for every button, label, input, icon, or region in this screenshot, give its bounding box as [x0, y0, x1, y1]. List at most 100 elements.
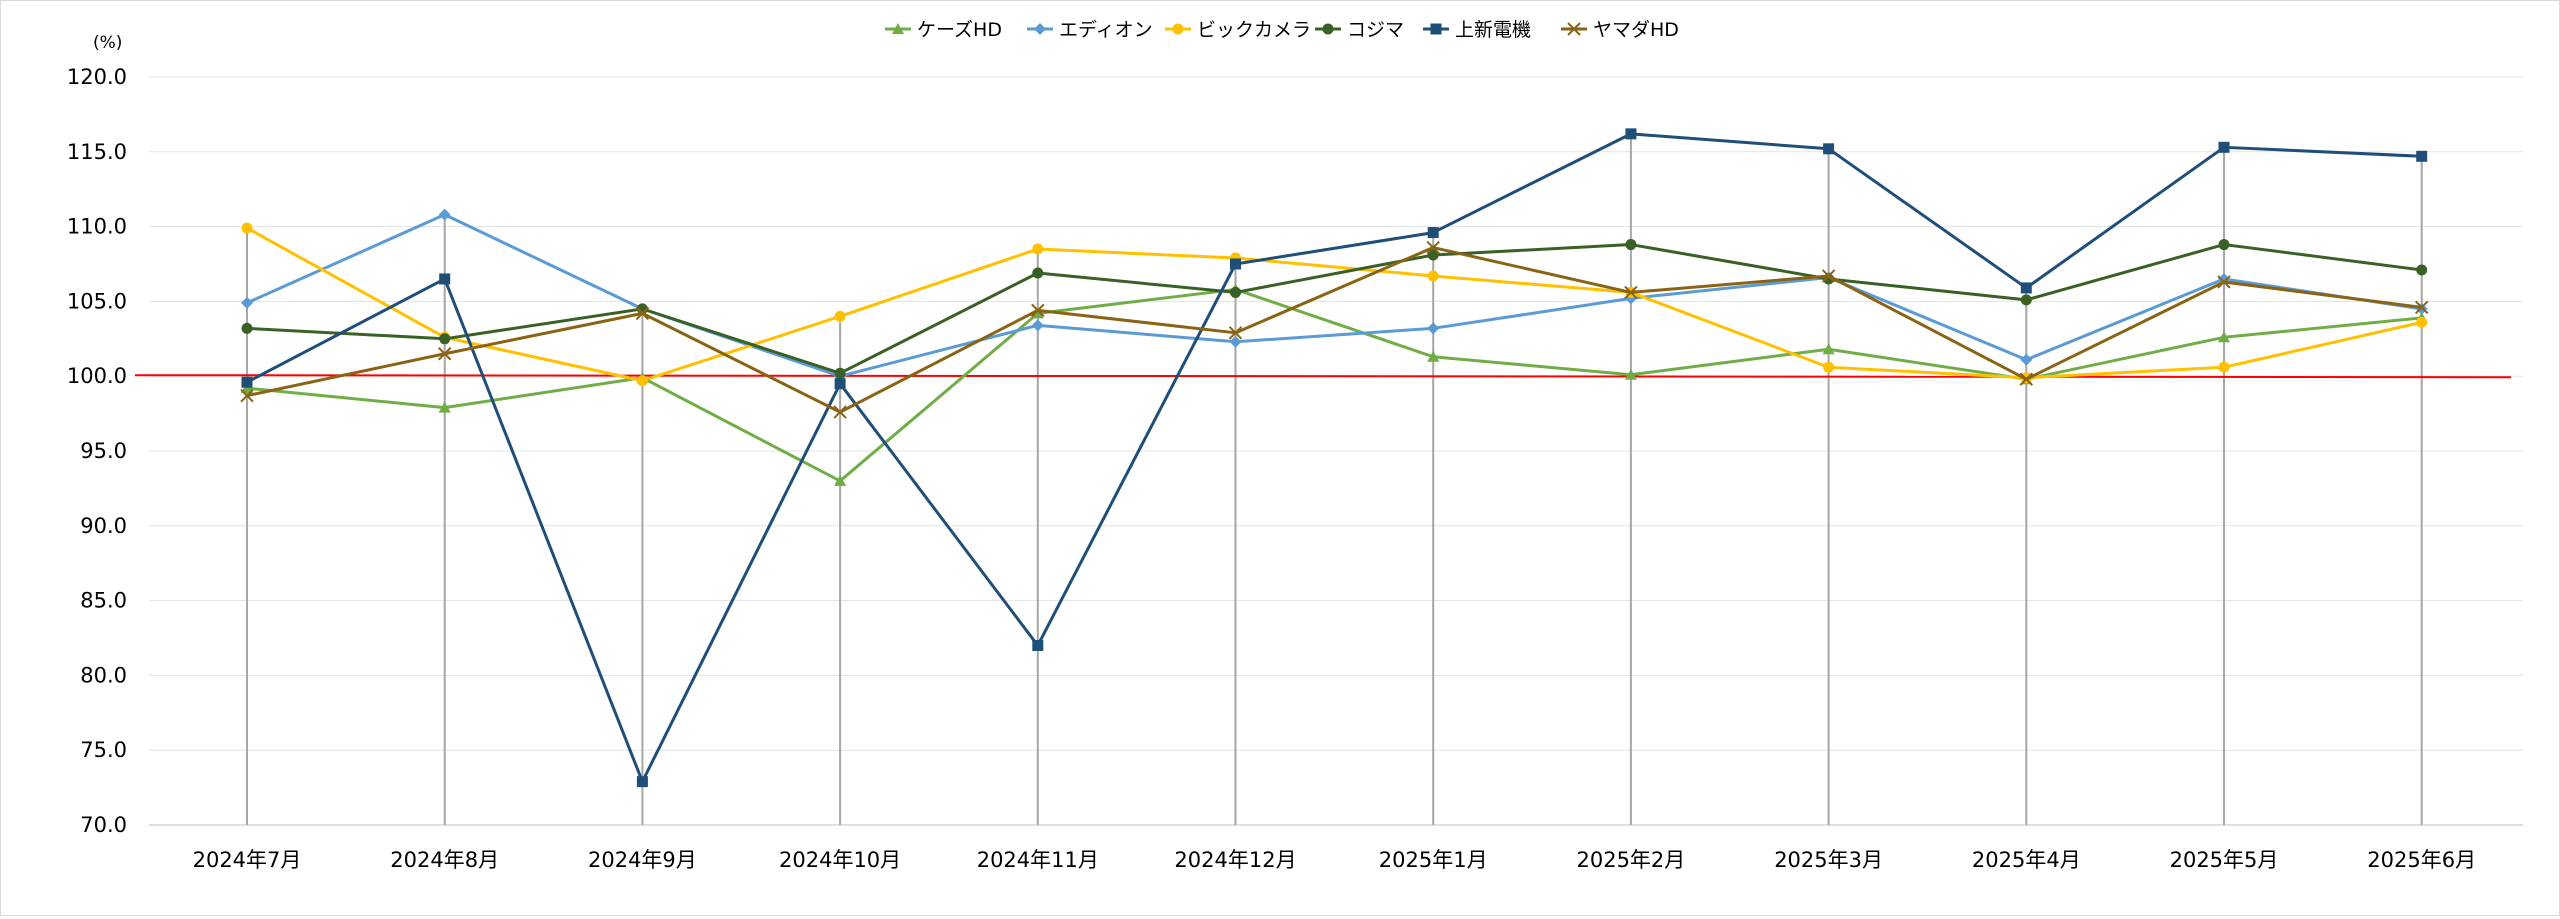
data-point: [2414, 300, 2429, 315]
data-point: [2415, 302, 2428, 315]
legend-item: コジマ: [1315, 19, 1404, 41]
data-point: [241, 222, 253, 234]
legend-item: ケーズHD: [885, 19, 1002, 41]
reference-line-group: [134, 374, 2512, 379]
legend-marker: [1034, 23, 1046, 35]
legend-item: ビックカメラ: [1165, 19, 1311, 41]
y-axis-ticks: 70.0 75.0 80.0 85.0 90.0 95.0 100.0 105.0 110.0 1…: [67, 65, 127, 837]
x-tick-label: 2024年8月: [390, 848, 499, 872]
y-tick-label: 100.0: [67, 364, 127, 388]
data-point: [2020, 282, 2032, 294]
x-tick-label: 2024年12月: [1174, 848, 1296, 872]
legend-marker: [1430, 23, 1442, 35]
data-point: [834, 367, 846, 379]
y-tick-label: 75.0: [80, 738, 127, 762]
series-line: [246, 287, 2422, 483]
legend-marker: [892, 23, 904, 34]
data-point: [1625, 239, 1637, 251]
legend-label: ヤマダHD: [1593, 19, 1679, 41]
data-point: [2020, 294, 2032, 306]
data-point: [439, 333, 451, 345]
x-tick-label: 2025年2月: [1576, 848, 1685, 872]
data-point: [241, 322, 253, 334]
series-5: [240, 240, 2429, 419]
y-tick-label: 80.0: [80, 663, 127, 687]
data-point: [1031, 307, 1044, 319]
data-point: [2416, 316, 2428, 328]
legend-label: エディオン: [1059, 19, 1153, 41]
data-point: [1822, 343, 1835, 355]
data-point: [834, 474, 847, 486]
x-tick-label: 2025年5月: [2170, 848, 2279, 872]
data-point: [2416, 264, 2428, 276]
data-point: [1031, 303, 1045, 318]
data-point: [1624, 285, 1638, 300]
legend-label: ケーズHD: [917, 19, 1002, 41]
data-point: [1427, 350, 1440, 362]
data-point: [438, 401, 451, 413]
data-point: [1032, 243, 1044, 255]
data-point: [439, 273, 451, 285]
series-group: [240, 128, 2429, 788]
data-point: [2218, 331, 2230, 343]
series-line: [246, 243, 2422, 375]
data-point: [1624, 368, 1637, 380]
legend-marker: [1567, 22, 1581, 36]
y-axis-unit-label: (%): [93, 33, 122, 53]
data-point: [1032, 267, 1044, 279]
y-tick-label: 90.0: [80, 514, 127, 538]
data-point: [1228, 326, 1243, 340]
series-line: [246, 226, 2423, 383]
data-point: [2218, 361, 2230, 373]
data-point: [1230, 258, 1241, 270]
y-tick-label: 70.0: [80, 813, 127, 837]
data-point: [240, 388, 254, 403]
data-point: [2020, 353, 2033, 366]
y-tick-label: 120.0: [67, 65, 127, 89]
y-tick-label: 95.0: [80, 439, 127, 463]
data-point: [1823, 143, 1835, 155]
data-point: [241, 376, 253, 388]
data-point: [1427, 270, 1439, 282]
legend-label: ビックカメラ: [1197, 19, 1311, 41]
x-tick-label: 2025年6月: [2367, 848, 2476, 872]
x-tick-label: 2025年1月: [1379, 848, 1488, 872]
x-tick-label: 2024年10月: [779, 848, 901, 872]
data-point: [2218, 239, 2230, 251]
data-point: [1230, 286, 1241, 298]
data-point: [1032, 639, 1044, 651]
y-tick-label: 105.0: [67, 289, 127, 313]
data-point: [1031, 319, 1044, 332]
reference-line-100: [134, 374, 2512, 379]
x-tick-label: 2024年11月: [977, 848, 1099, 872]
gridlines: [149, 76, 2523, 826]
data-point: [1426, 240, 1440, 255]
data-point: [636, 776, 648, 788]
data-point: [2416, 150, 2428, 162]
data-point: [2019, 372, 2034, 386]
legend-label: コジマ: [1347, 19, 1404, 41]
legend-marker: [1322, 23, 1334, 35]
data-point: [834, 310, 846, 322]
series-3: [241, 239, 2428, 379]
data-point: [635, 306, 650, 321]
series-line: [246, 246, 2422, 414]
x-axis-ticks: 2024年7月 2024年8月 2024年9月 2024年10月 2024年11月 202…: [193, 848, 2477, 872]
y-tick-label: 115.0: [67, 140, 127, 164]
y-tick-label: 110.0: [67, 215, 127, 239]
data-point: [1427, 322, 1440, 335]
data-point: [1625, 128, 1637, 140]
data-point: [2217, 275, 2231, 289]
data-point: [1427, 249, 1439, 261]
data-point: [2218, 141, 2230, 153]
data-point: [1823, 361, 1835, 373]
data-point: [1229, 335, 1242, 348]
x-tick-label: 2024年7月: [193, 848, 302, 872]
data-point: [437, 347, 452, 361]
x-tick-label: 2025年3月: [1774, 848, 1883, 872]
legend-label: 上新電機: [1455, 19, 1531, 41]
y-tick-label: 85.0: [80, 589, 127, 613]
legend: ケーズHD エディオン ビックカメラ コジマ 上新電機 ヤマダHD: [885, 19, 1679, 41]
